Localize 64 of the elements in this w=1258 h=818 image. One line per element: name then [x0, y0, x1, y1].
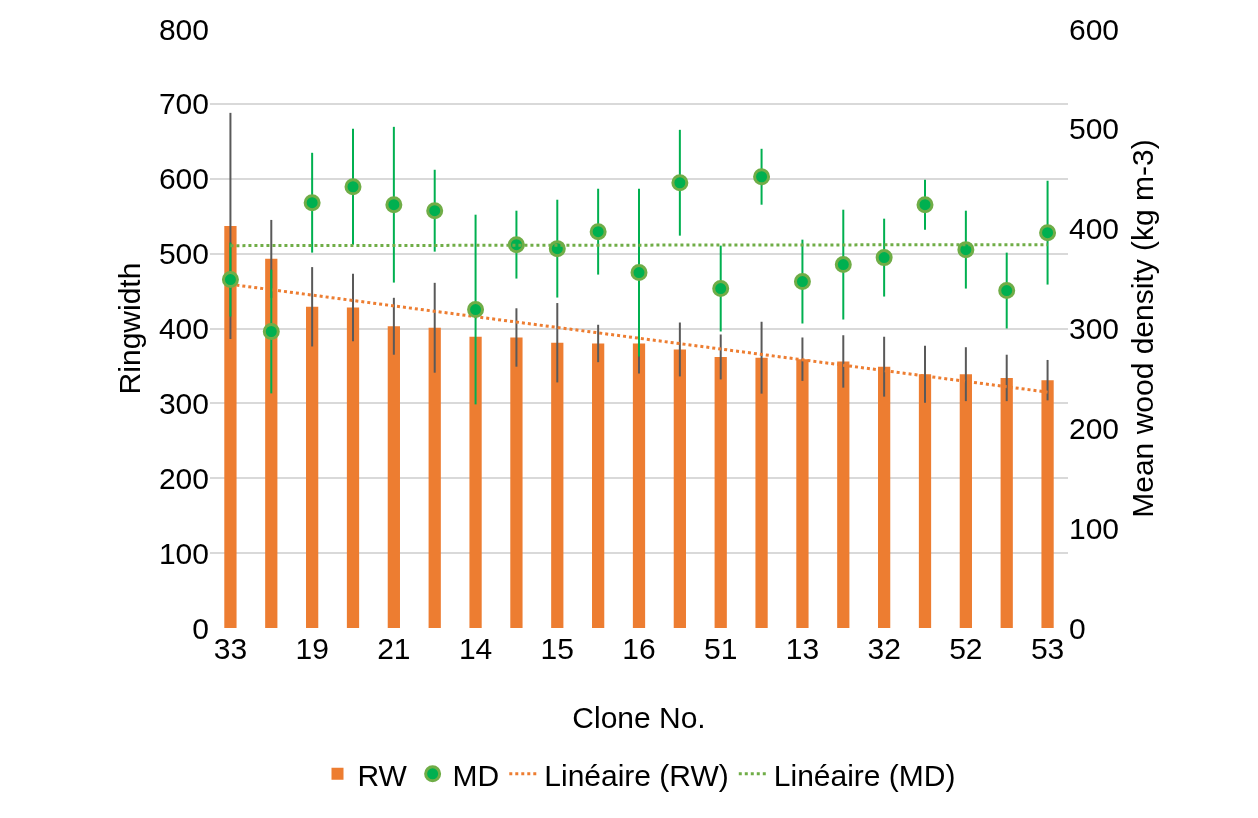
bar [387, 326, 400, 628]
point [467, 301, 485, 319]
legend-label: Linéaire (MD) [773, 758, 956, 792]
point [957, 241, 975, 259]
y-tick-label: 0 [192, 611, 209, 645]
y2-tick-label: 200 [1069, 411, 1120, 445]
y-tick-label: 300 [158, 386, 209, 420]
bar [469, 336, 482, 628]
point [262, 323, 280, 340]
bar [306, 306, 319, 628]
x-tick-label: 51 [704, 632, 738, 665]
point [303, 194, 321, 212]
y2-tick-label: 500 [1069, 112, 1120, 146]
point [426, 202, 444, 220]
x-tick-label: 21 [377, 632, 411, 665]
point [875, 249, 893, 267]
x-tick-label: 52 [949, 632, 983, 665]
x-tick-label: 32 [867, 632, 901, 665]
y2-tick-label: 100 [1069, 511, 1120, 545]
legend-label: MD [452, 758, 500, 792]
x-tick-label: 15 [540, 632, 574, 665]
point [671, 174, 689, 192]
x-tick-label: 16 [622, 632, 656, 665]
y2-axis-title: Mean wood density (kg m-3) [1126, 139, 1159, 518]
point [753, 168, 771, 186]
y2-tick-label: 600 [1069, 12, 1120, 46]
x-tick-label: 53 [1030, 632, 1065, 665]
point [221, 271, 239, 289]
bar [592, 343, 605, 628]
y-tick-label: 200 [158, 461, 209, 495]
point [630, 264, 648, 282]
point [834, 256, 852, 274]
y-tick-label: 800 [158, 12, 209, 46]
legend-label: RW [357, 758, 408, 792]
y2-tick-label: 0 [1069, 611, 1086, 645]
y-tick-label: 700 [158, 87, 209, 121]
y-axis-title: Ringwidth [113, 262, 146, 395]
point [1039, 224, 1057, 242]
x-axis-title: Clone No. [572, 701, 706, 734]
y2-tick-label: 300 [1069, 312, 1120, 345]
point [385, 196, 403, 214]
y-tick-label: 400 [158, 312, 209, 345]
y-tick-label: 500 [158, 237, 209, 271]
point [712, 280, 730, 298]
x-tick-label: 13 [785, 632, 820, 665]
y2-tick-label: 400 [1069, 212, 1120, 246]
bar [346, 307, 360, 628]
y-tick-label: 100 [158, 536, 209, 570]
point [589, 223, 607, 241]
bar [714, 356, 727, 628]
point [916, 196, 934, 214]
bar [551, 342, 564, 628]
bar [510, 337, 523, 628]
y-tick-label: 600 [158, 162, 209, 196]
point [344, 178, 362, 196]
point [998, 282, 1016, 300]
bar [428, 327, 441, 628]
x-tick-label: 33 [213, 632, 248, 665]
x-tick-label: 14 [458, 632, 493, 665]
x-tick-label: 19 [295, 632, 329, 665]
legend-label: Linéaire (RW) [544, 758, 729, 792]
point [793, 273, 811, 291]
bar [673, 349, 686, 628]
bar [632, 343, 646, 628]
